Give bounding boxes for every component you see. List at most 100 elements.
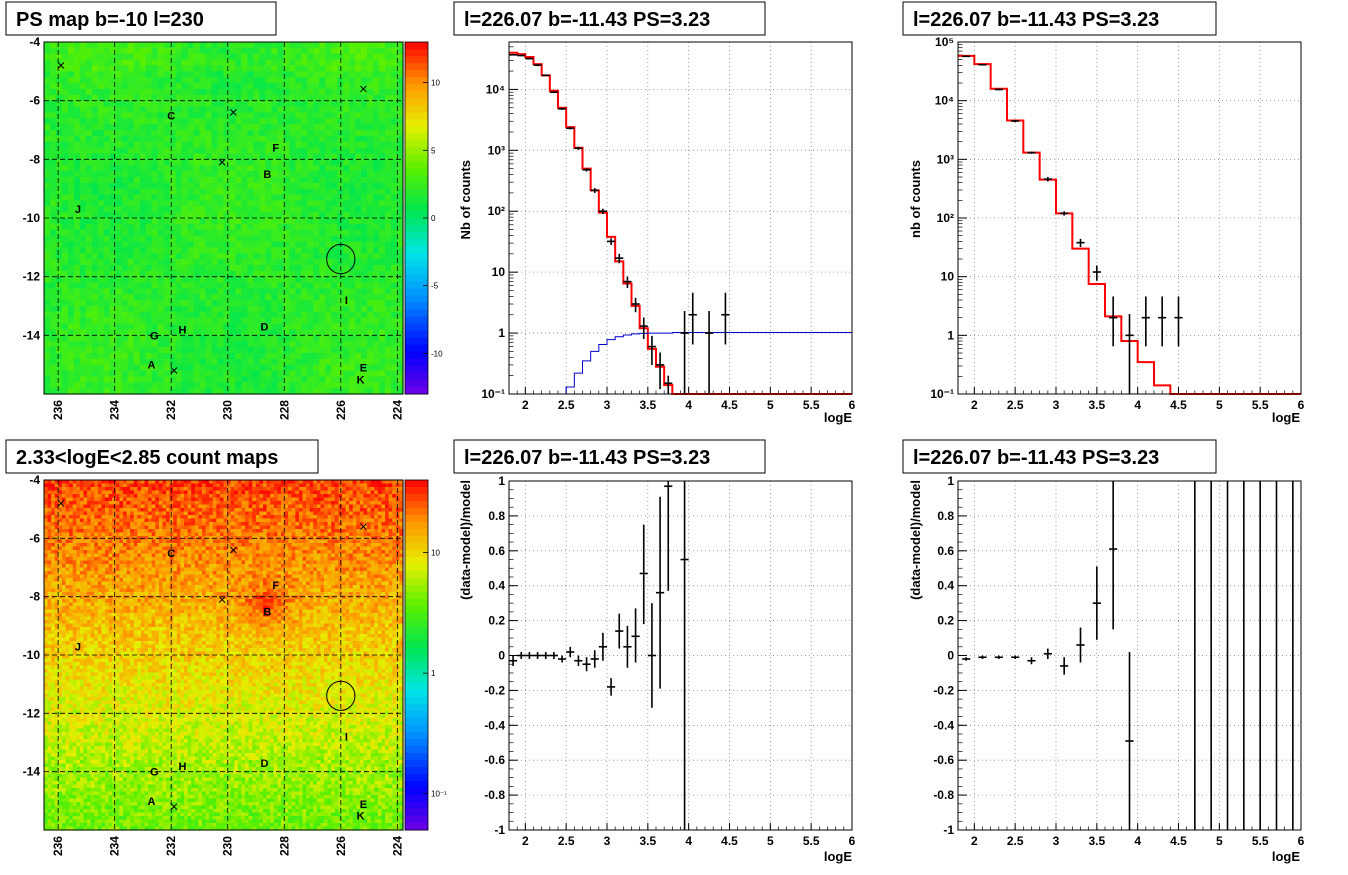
- map-cell: [289, 300, 296, 307]
- map-cell: [235, 94, 243, 102]
- color-bar-segment: [405, 330, 428, 339]
- map-cell: [397, 112, 404, 119]
- map-cell: [313, 487, 318, 492]
- map-cell: [247, 176, 255, 184]
- map-cell: [381, 480, 386, 485]
- map-cell: [265, 77, 272, 84]
- map-cell: [122, 504, 128, 509]
- map-cell: [248, 487, 253, 492]
- map-cell: [97, 229, 105, 237]
- map-cell: [241, 141, 249, 149]
- map-cell: [163, 382, 171, 389]
- map-cell: [145, 247, 153, 254]
- map-cell: [283, 306, 290, 313]
- map-cell: [241, 282, 249, 289]
- map-cell: [191, 501, 196, 506]
- map-cell: [325, 106, 332, 113]
- map-cell: [97, 47, 105, 55]
- map-cell: [309, 494, 314, 499]
- map-cell: [301, 77, 308, 84]
- map-cell: [187, 112, 195, 119]
- map-cell: [151, 53, 159, 61]
- map-cell: [115, 165, 123, 172]
- map-cell: [175, 88, 183, 96]
- map-cell: [277, 259, 284, 266]
- map-cell: [205, 335, 213, 342]
- map-cell: [103, 341, 111, 348]
- map-cell: [241, 259, 249, 266]
- map-cell: [399, 487, 404, 492]
- map-cell: [259, 229, 266, 237]
- map-cell: [91, 153, 99, 160]
- map-cell: [67, 229, 75, 237]
- map-cell: [385, 200, 392, 207]
- map-cell: [385, 311, 392, 319]
- map-cell: [319, 135, 326, 143]
- map-cell: [79, 200, 87, 207]
- map-cell: [341, 480, 347, 485]
- map-cell: [155, 487, 160, 492]
- map-cell: [216, 487, 221, 492]
- map-cell: [205, 130, 213, 137]
- map-cell: [139, 182, 147, 190]
- map-cell: [79, 276, 87, 284]
- map-cell: [259, 194, 266, 201]
- map-cell: [199, 47, 207, 55]
- map-cell: [47, 497, 52, 502]
- map-cell: [157, 241, 165, 248]
- map-cell: [391, 300, 398, 307]
- map-cell: [85, 153, 93, 160]
- map-cell: [91, 388, 99, 395]
- map-cell: [103, 124, 111, 131]
- map-cell: [277, 487, 282, 492]
- map-cell: [158, 497, 164, 502]
- map-cell: [245, 483, 250, 488]
- map-cell: [140, 487, 146, 492]
- map-cell: [289, 253, 296, 260]
- map-cell: [49, 347, 57, 354]
- map-cell: [181, 323, 189, 331]
- map-cell: [211, 124, 219, 131]
- map-cell: [194, 487, 199, 492]
- map-cell: [289, 147, 296, 155]
- map-cell: [307, 94, 314, 102]
- map-cell: [163, 247, 171, 254]
- y-tick-label: 1: [947, 328, 954, 342]
- map-cell: [44, 341, 51, 348]
- map-cell: [79, 65, 87, 72]
- map-cell: [217, 311, 225, 319]
- map-cell: [395, 508, 401, 513]
- map-cell: [265, 311, 272, 319]
- map-cell: [373, 130, 380, 137]
- map-cell: [55, 347, 63, 354]
- map-cell: [265, 94, 272, 102]
- map-cell: [85, 112, 93, 119]
- map-cell: [223, 153, 231, 160]
- map-cell: [139, 358, 147, 366]
- map-cell: [169, 135, 177, 143]
- map-cell: [163, 147, 171, 155]
- map-cell: [374, 483, 379, 488]
- map-cell: [397, 335, 404, 342]
- map-cell: [205, 94, 213, 102]
- map-cell: [175, 106, 183, 113]
- map-cell: [289, 382, 296, 389]
- map-cell: [181, 42, 189, 49]
- map-cell: [133, 100, 141, 108]
- map-cell: [319, 264, 326, 272]
- map-cell: [133, 329, 141, 336]
- map-cell: [193, 83, 201, 90]
- map-cell: [97, 188, 105, 196]
- map-cell: [163, 77, 171, 84]
- map-cell: [295, 112, 302, 119]
- map-cell: [229, 352, 237, 360]
- map-cell: [137, 487, 142, 492]
- map-cell: [198, 501, 203, 506]
- map-cell: [139, 300, 147, 307]
- map-cell: [253, 124, 260, 131]
- map-cell: [319, 317, 326, 325]
- map-cell: [163, 118, 171, 125]
- map-cell: [54, 490, 59, 495]
- map-cell: [307, 212, 314, 219]
- map-cell: [235, 382, 243, 389]
